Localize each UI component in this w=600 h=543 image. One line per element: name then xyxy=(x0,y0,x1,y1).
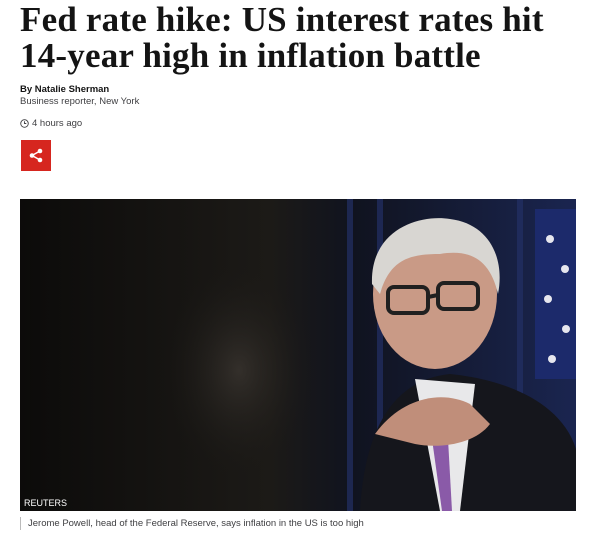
article-photo[interactable] xyxy=(20,199,576,511)
author[interactable]: By Natalie Sherman xyxy=(20,84,110,95)
author-role: Business reporter, New York xyxy=(20,96,140,107)
photo-caption: Jerome Powell, head of the Federal Reser… xyxy=(20,517,364,530)
timestamp: 4 hours ago xyxy=(32,118,83,129)
share-icon xyxy=(29,148,43,163)
share-button[interactable] xyxy=(21,140,51,171)
flag xyxy=(535,209,576,379)
timestamp-row: 4 hours ago xyxy=(20,118,82,129)
photo-blur xyxy=(140,199,360,511)
headline: Fed rate hike: US interest rates hit 14-… xyxy=(20,0,544,75)
clock-icon xyxy=(20,119,29,128)
photo-credit: REUTERS xyxy=(24,498,68,508)
speaker xyxy=(360,218,576,511)
